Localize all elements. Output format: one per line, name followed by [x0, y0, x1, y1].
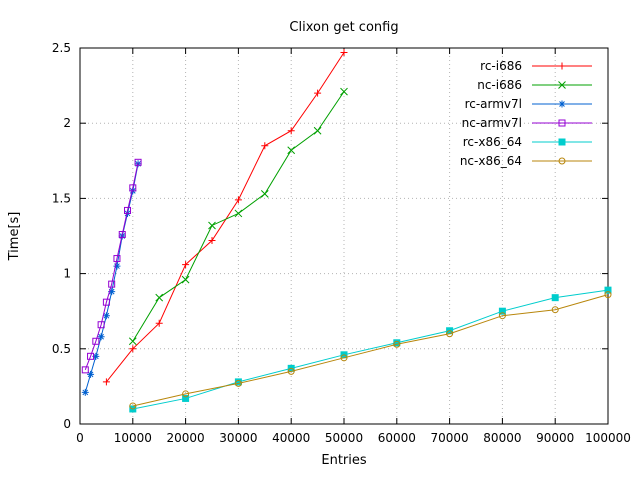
- legend-label-rc-x86_64: rc-x86_64: [463, 135, 522, 149]
- legend-marker-nc-armv7l: [558, 119, 566, 127]
- series-line-nc-x86_64: [132, 294, 609, 407]
- legend-marker-rc-armv7l: [558, 100, 566, 108]
- series-marker-rc-armv7l: [108, 288, 116, 296]
- y-tick-label: 2.5: [52, 41, 71, 55]
- series-marker-nc-x86_64: [551, 306, 559, 314]
- series-marker-rc-x86_64: [498, 307, 506, 315]
- series-marker-nc-x86_64: [287, 367, 295, 375]
- series-marker-nc-armv7l: [118, 230, 126, 238]
- series-marker-rc-i686: [287, 127, 295, 135]
- legend-marker-nc-i686: [558, 81, 566, 89]
- y-tick-label: 1.5: [52, 191, 71, 205]
- series-marker-nc-armv7l: [81, 366, 89, 374]
- series-marker-nc-i686: [181, 275, 190, 284]
- x-tick-label: 20000: [167, 431, 205, 445]
- series-marker-nc-x86_64: [604, 291, 612, 299]
- x-axis-label: Entries: [321, 453, 367, 468]
- legend-label-rc-i686: rc-i686: [480, 59, 522, 73]
- series-marker-rc-i686: [234, 196, 242, 204]
- series-marker-nc-i686: [155, 293, 164, 302]
- series-marker-nc-x86_64: [393, 340, 401, 348]
- x-tick-label: 60000: [378, 431, 416, 445]
- plot-area: 0 10000 20000 30000 40000 50000 60000 70000 8000…: [52, 41, 631, 445]
- series-marker-nc-armv7l: [87, 352, 95, 360]
- series-marker-rc-armv7l: [87, 370, 95, 378]
- series-marker-rc-armv7l: [92, 352, 100, 360]
- series-marker-nc-x86_64: [129, 402, 137, 410]
- plot-border: [79, 47, 609, 425]
- x-tick-label: 10000: [114, 431, 152, 445]
- series-marker-nc-armv7l: [92, 337, 100, 345]
- series-marker-nc-i686: [234, 209, 243, 218]
- series-marker-nc-i686: [208, 221, 216, 230]
- series-marker-rc-i686: [129, 345, 137, 353]
- series-marker-rc-i686: [102, 378, 110, 386]
- series-line-rc-i686: [106, 52, 345, 383]
- legend-label-nc-i686: nc-i686: [477, 78, 522, 92]
- x-tick-label: 90000: [536, 431, 574, 445]
- x-tick-label: 50000: [325, 431, 363, 445]
- series-marker-rc-i686: [155, 319, 163, 327]
- series-marker-nc-i686: [287, 146, 296, 155]
- series-marker-nc-armv7l: [124, 206, 132, 214]
- series-marker-nc-i686: [260, 190, 269, 198]
- series-marker-nc-x86_64: [340, 354, 348, 362]
- x-tick-label: 70000: [431, 431, 469, 445]
- series-marker-rc-armv7l: [97, 333, 105, 341]
- x-tick-label: 40000: [272, 431, 310, 445]
- y-tick-label: 1: [63, 267, 71, 281]
- legend-marker-rc-x86_64: [558, 138, 566, 146]
- series-marker-nc-armv7l: [102, 298, 110, 306]
- series-marker-rc-i686: [261, 142, 269, 150]
- chart-title: Clixon get config: [289, 20, 398, 35]
- series-marker-rc-i686: [314, 89, 322, 97]
- legend-label-rc-armv7l: rc-armv7l: [465, 97, 522, 111]
- series-marker-rc-i686: [340, 49, 348, 57]
- series-marker-nc-i686: [313, 126, 322, 135]
- series-marker-nc-x86_64: [498, 312, 506, 320]
- series-marker-nc-armv7l: [113, 255, 121, 263]
- x-tick-label: 80000: [483, 431, 521, 445]
- series-marker-nc-x86_64: [182, 390, 190, 398]
- legend-label-nc-armv7l: nc-armv7l: [462, 116, 522, 130]
- series-line-nc-armv7l: [84, 162, 139, 371]
- series-marker-nc-x86_64: [446, 330, 454, 338]
- series-marker-nc-i686: [340, 87, 348, 96]
- series-marker-nc-x86_64: [234, 379, 242, 387]
- series-marker-nc-armv7l: [97, 321, 105, 329]
- x-tick-label: 100000: [585, 431, 631, 445]
- series-marker-rc-armv7l: [113, 262, 121, 270]
- series-marker-rc-armv7l: [81, 388, 89, 396]
- y-tick-label: 0.5: [52, 342, 71, 356]
- series-marker-rc-x86_64: [604, 286, 612, 294]
- y-tick-label: 0: [63, 417, 71, 431]
- legend-label-nc-x86_64: nc-x86_64: [460, 154, 522, 168]
- series-marker-nc-armv7l: [108, 280, 116, 288]
- series-marker-rc-i686: [208, 237, 216, 245]
- legend-marker-nc-x86_64: [558, 157, 566, 165]
- series-marker-nc-armv7l: [129, 184, 137, 192]
- series-line-rc-x86_64: [132, 289, 609, 410]
- x-tick-label: 0: [76, 431, 84, 445]
- series-marker-rc-x86_64: [551, 294, 559, 302]
- x-tick-label: 30000: [219, 431, 257, 445]
- y-axis-label: Time[s]: [7, 212, 22, 262]
- y-tick-label: 2: [63, 116, 71, 130]
- series-marker-rc-i686: [182, 261, 190, 269]
- series-marker-rc-armv7l: [102, 312, 110, 320]
- series-marker-nc-i686: [128, 337, 137, 346]
- series-marker-rc-x86_64: [182, 394, 190, 402]
- series-marker-nc-armv7l: [134, 158, 142, 166]
- legend-marker-rc-i686: [558, 62, 566, 70]
